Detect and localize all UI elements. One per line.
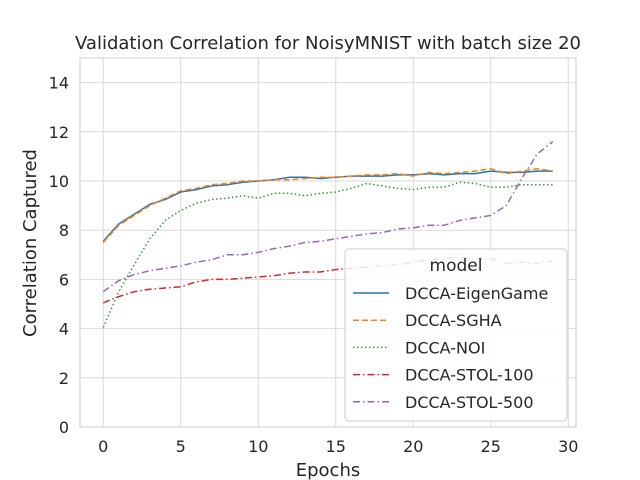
x-axis-label: Epochs	[296, 460, 361, 480]
x-tick-label: 15	[326, 437, 346, 456]
legend: model DCCA-EigenGameDCCA-SGHADCCA-NOIDCC…	[344, 248, 568, 422]
legend-box	[344, 248, 568, 422]
x-tick-label: 10	[248, 437, 268, 456]
x-tick-label: 5	[176, 437, 186, 456]
legend-label-dcca-noi: DCCA-NOI	[405, 338, 485, 357]
x-tick-label: 20	[403, 437, 423, 456]
y-axis-label: Correlation Captured	[20, 149, 41, 337]
legend-label-dcca-eigengame: DCCA-EigenGame	[405, 284, 548, 303]
y-tick-label: 14	[49, 74, 69, 93]
y-tick-label: 4	[59, 320, 69, 339]
tick-labels: 0 5 10 15 20 25 30 0 2 4 6 8 10 12 14	[49, 74, 579, 456]
legend-items: DCCA-EigenGame DCCA-SGHA DCCA-NOI DCCA-STOL…	[353, 284, 548, 412]
chart-title: Validation Correlation for NoisyMNIST wi…	[75, 33, 581, 54]
x-tick-label: 25	[481, 437, 501, 456]
legend-label-dcca-stol-500: DCCA-STOL-500	[405, 393, 534, 412]
y-tick-label: 10	[49, 172, 69, 191]
y-tick-label: 8	[59, 221, 69, 240]
y-tick-label: 6	[59, 270, 69, 289]
x-tick-label: 30	[558, 437, 578, 456]
series-line-dcca-stol-500	[102, 141, 554, 293]
y-tick-label: 12	[49, 123, 69, 142]
legend-label-dcca-sgha: DCCA-SGHA	[405, 311, 502, 330]
y-tick-label: 2	[59, 369, 69, 388]
x-tick-label: 0	[98, 437, 108, 456]
legend-title: model	[430, 256, 483, 276]
legend-label-dcca-stol-100: DCCA-STOL-100	[405, 366, 534, 385]
y-tick-label: 0	[59, 418, 69, 437]
series-line-dcca-sgha	[102, 167, 553, 244]
plot-frame	[79, 57, 577, 428]
series-line-dcca-eigengame	[102, 170, 553, 242]
